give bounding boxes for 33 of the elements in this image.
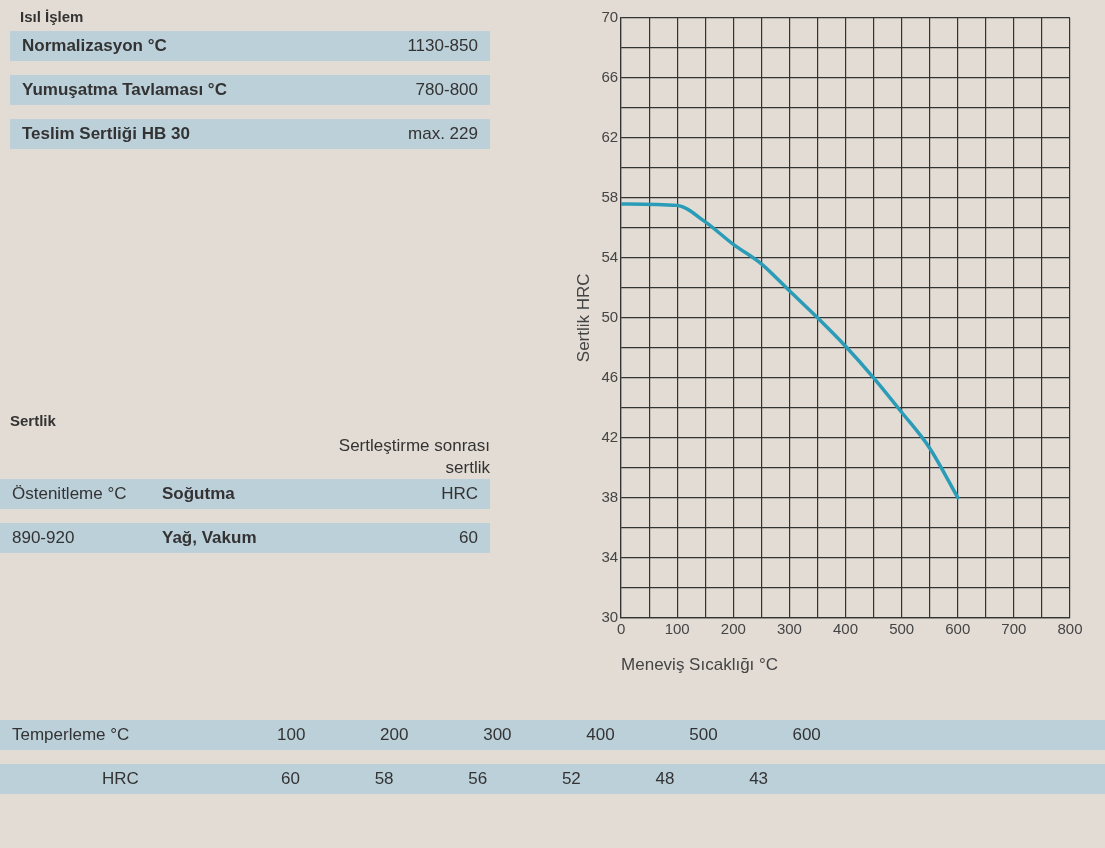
shaded-row: Teslim Sertliği HB 30 max. 229 <box>10 119 490 149</box>
line-series <box>621 202 960 500</box>
y-tick-label: 30 <box>601 607 619 625</box>
shaded-row: HRC 60 58 56 52 48 43 <box>0 764 1105 794</box>
y-tick-label: 70 <box>601 8 619 26</box>
shaded-row: Östenitleme °C Soğutma HRC <box>0 479 490 509</box>
x-tick-label: 400 <box>833 619 859 637</box>
x-tick-label: 0 <box>616 619 626 637</box>
y-tick-label: 50 <box>601 307 619 325</box>
shaded-row: Temperleme °C 100 200 300 400 500 600 <box>0 720 1105 750</box>
text: Sertlik <box>10 412 57 429</box>
text: Sertleştirme sonrası sertlik <box>337 435 490 479</box>
y-tick-label: 62 <box>601 128 619 146</box>
y-axis-title: Sertlik HRC <box>573 273 593 363</box>
y-tick-label: 58 <box>601 188 619 206</box>
shaded-row: Normalizasyon °C 1130-850 <box>10 31 490 61</box>
y-tick-label: 34 <box>601 547 619 565</box>
y-tick-label: 54 <box>601 247 619 265</box>
shaded-row: Yumuşatma Tavlaması °C 780-800 <box>10 75 490 105</box>
text: Isıl İşlem <box>20 8 85 25</box>
x-tick-label: 300 <box>776 619 802 637</box>
x-tick-label: 100 <box>664 619 690 637</box>
x-tick-label: 200 <box>720 619 746 637</box>
x-tick-label: 800 <box>1057 619 1083 637</box>
shaded-row: 890-920 Yağ, Vakum 60 <box>0 523 490 553</box>
y-tick-label: 46 <box>601 367 619 385</box>
y-tick-label: 38 <box>601 487 619 505</box>
x-axis-title: Meneviş Sıcaklığı °C <box>621 655 779 675</box>
y-tick-label: 42 <box>601 427 619 445</box>
y-tick-label: 66 <box>601 68 619 86</box>
x-tick-label: 600 <box>945 619 971 637</box>
x-tick-label: 500 <box>889 619 915 637</box>
x-tick-label: 700 <box>1001 619 1027 637</box>
